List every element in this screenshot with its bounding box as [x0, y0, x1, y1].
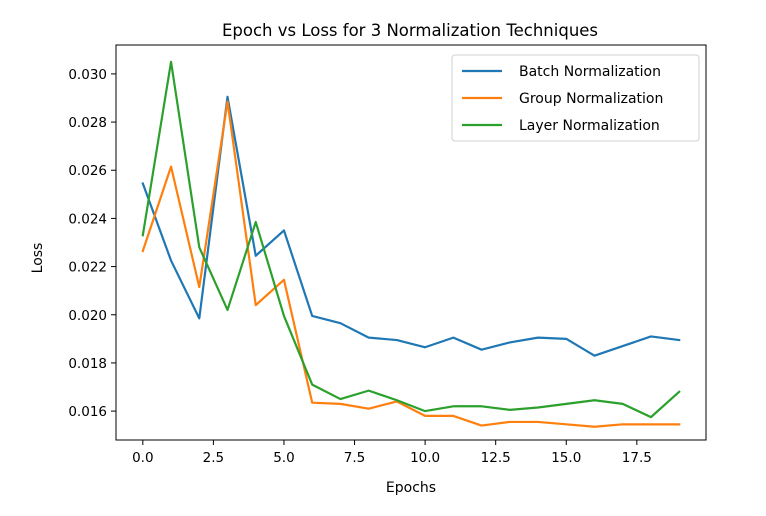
x-tick-label: 10.0 — [410, 450, 440, 466]
y-tick-label: 0.016 — [68, 404, 107, 420]
series-line-1 — [141, 100, 681, 428]
x-tick-label: 12.5 — [481, 450, 511, 466]
x-tick-label: 17.5 — [622, 450, 652, 466]
legend-box — [451, 54, 700, 142]
y-tick-label: 0.024 — [68, 211, 107, 227]
y-tick-label: 0.026 — [68, 163, 107, 179]
y-axis-title: Loss — [30, 243, 46, 274]
plot-lines — [141, 60, 681, 428]
series-line-2 — [141, 60, 681, 419]
legend-label-1: Group Normalization — [519, 91, 663, 107]
legend: Batch Normalization Group Normalization La… — [451, 54, 700, 142]
legend-label-0: Batch Normalization — [519, 64, 661, 80]
y-tick-label: 0.020 — [68, 308, 107, 324]
chart-title: Epoch vs Loss for 3 Normalization Techni… — [222, 21, 598, 40]
y-tick-label: 0.030 — [68, 67, 107, 83]
y-tick-label: 0.018 — [68, 356, 107, 372]
y-tick-label: 0.028 — [68, 115, 107, 131]
x-tick-label: 0.0 — [132, 450, 153, 466]
y-tick-label: 0.022 — [68, 260, 107, 276]
x-tick-label: 7.5 — [344, 450, 365, 466]
series-line-0 — [141, 95, 681, 357]
legend-label-2: Layer Normalization — [519, 118, 660, 134]
x-axis: 0.0 2.5 5.0 7.5 10.0 12.5 15.0 17.5 — [132, 440, 652, 466]
x-tick-label: 5.0 — [273, 450, 294, 466]
x-tick-label: 2.5 — [203, 450, 224, 466]
x-axis-title: Epochs — [386, 480, 436, 496]
axes-frame — [115, 44, 707, 441]
x-tick-label: 15.0 — [551, 450, 581, 466]
y-axis: 0.016 0.018 0.020 0.022 0.024 0.026 0.028 0.030 — [68, 67, 116, 420]
